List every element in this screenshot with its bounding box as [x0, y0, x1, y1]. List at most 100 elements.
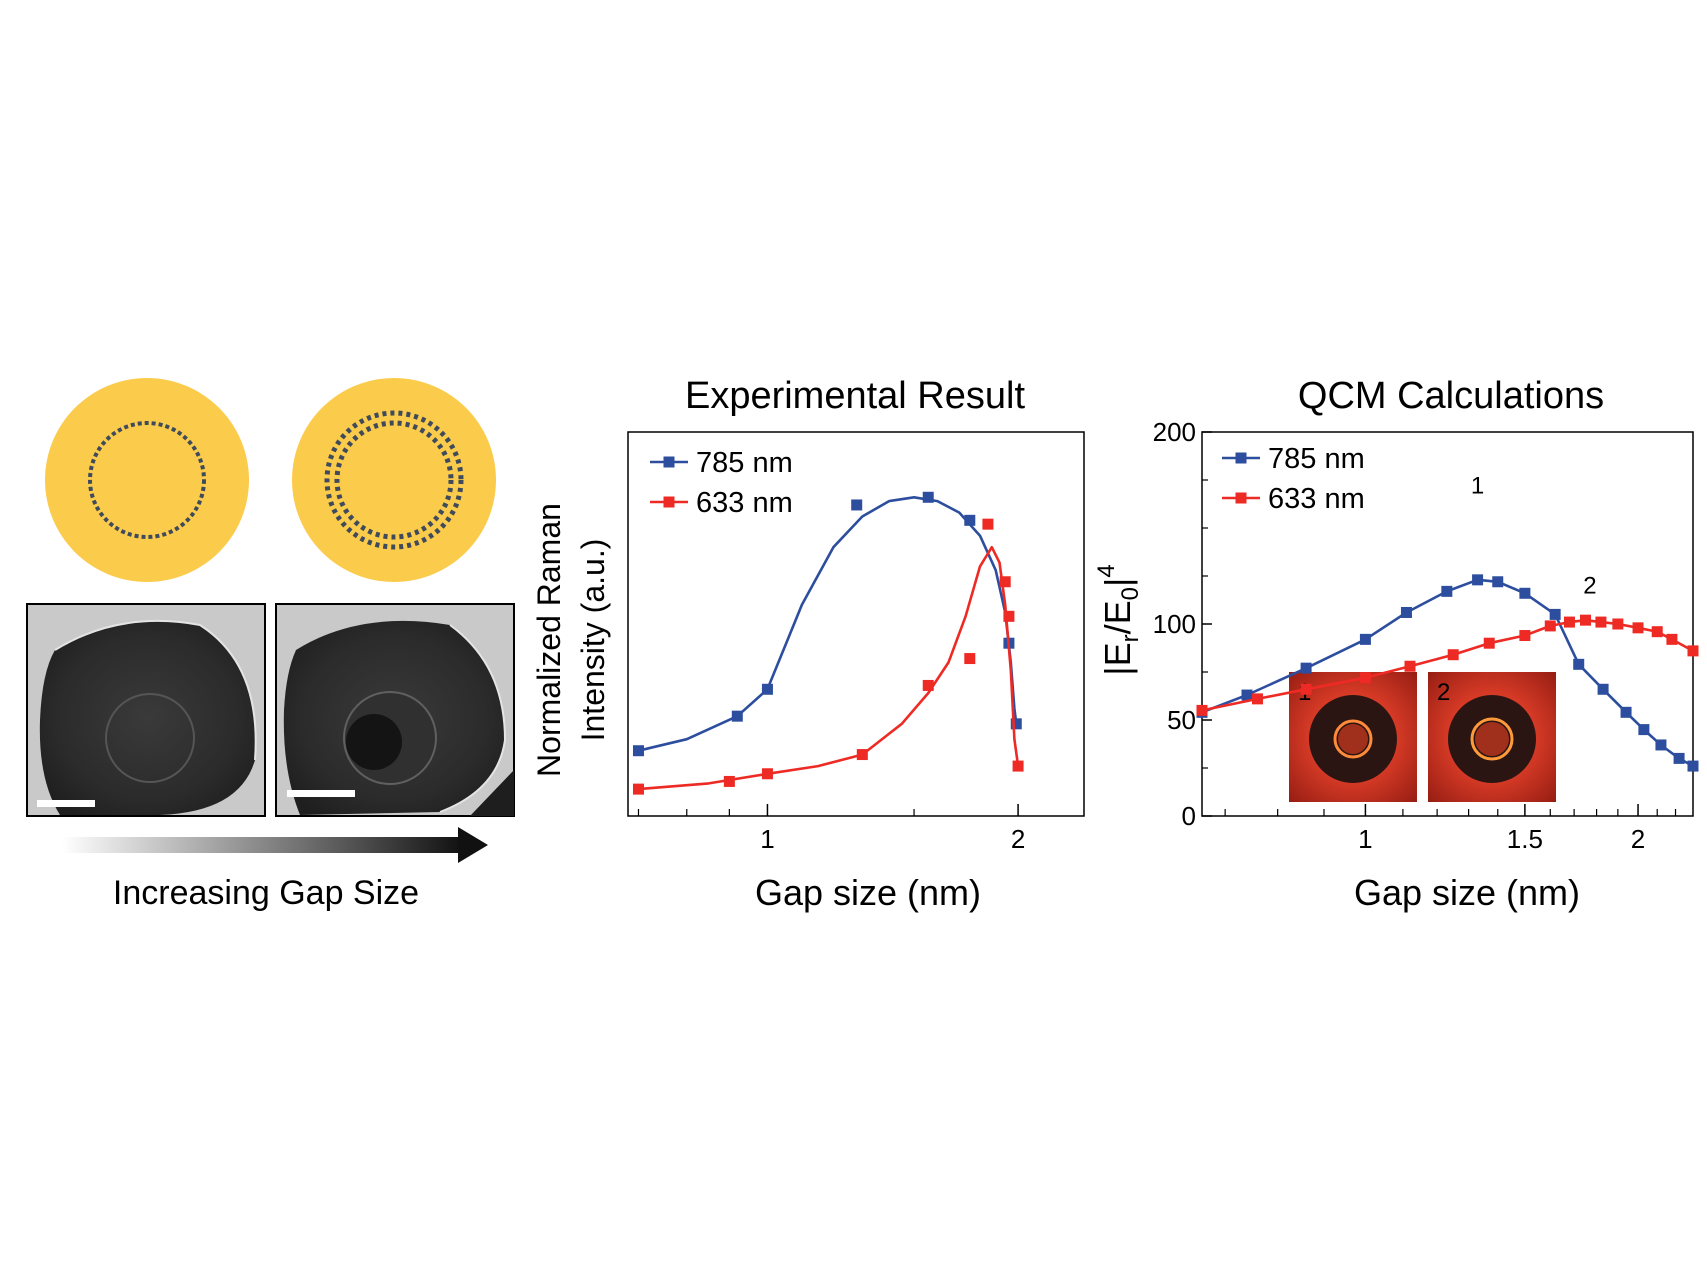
data-point [1673, 752, 1685, 764]
y-tick-label: 50 [1167, 705, 1196, 735]
data-point [1359, 633, 1371, 645]
chart-title: QCM Calculations [1298, 375, 1604, 417]
data-point [922, 491, 934, 503]
data-point [982, 518, 994, 530]
legend-marker [1235, 452, 1247, 464]
data-point [1012, 760, 1024, 772]
x-axis-label: Gap size (nm) [755, 872, 981, 913]
legend-label: 785 nm [696, 447, 793, 479]
x-axis-label: Gap size (nm) [1354, 872, 1580, 913]
x-tick-label: 1 [760, 824, 774, 854]
data-point [761, 768, 773, 780]
data-point [1300, 683, 1312, 695]
data-point [1563, 616, 1575, 628]
tem-image-2 [275, 603, 515, 817]
data-point [964, 653, 976, 665]
data-point [1472, 574, 1484, 586]
data-point [1359, 672, 1371, 684]
y-axis-label-text: |Er/E0|4 [1093, 564, 1144, 675]
data-point [1638, 724, 1650, 736]
y-axis-label-line2: Intensity (a.u.) [575, 539, 611, 742]
core-shell-schematic-small-gap [45, 378, 249, 582]
data-point [1492, 576, 1504, 588]
legend-label: 633 nm [1268, 483, 1365, 515]
legend-marker [1235, 492, 1247, 504]
chart-experimental-result: Experimental Result Normalized Raman Int… [531, 375, 1085, 913]
data-point [1483, 637, 1495, 649]
gold-core [343, 429, 445, 531]
data-point [723, 775, 735, 787]
series-line [638, 496, 1018, 752]
x-tick-label: 1.5 [1507, 824, 1543, 854]
data-point [964, 514, 976, 526]
data-point [1196, 704, 1208, 716]
x-tick-label: 1 [1358, 824, 1372, 854]
gap-dash-ring-outer [324, 410, 464, 550]
series-line [638, 545, 1020, 791]
increasing-gap-arrow [62, 827, 488, 863]
data-point [1404, 660, 1416, 672]
data-point [1666, 633, 1678, 645]
peak-annotation: 2 [1583, 572, 1596, 599]
data-point [1003, 610, 1015, 622]
data-point [1010, 718, 1022, 730]
left-panel: Increasing Gap Size [26, 378, 515, 912]
legend-label: 633 nm [696, 487, 793, 519]
data-point [1612, 618, 1624, 630]
peak-annotation: 1 [1471, 472, 1484, 499]
data-point [1519, 587, 1531, 599]
data-point [1544, 620, 1556, 632]
data-point [632, 745, 644, 757]
data-point [1620, 706, 1632, 718]
data-point [761, 683, 773, 695]
gap-dash-ring-inner [334, 420, 454, 540]
data-point [1573, 658, 1585, 670]
data-point [999, 576, 1011, 588]
data-point [1519, 630, 1531, 642]
data-point [1300, 662, 1312, 674]
data-point [1597, 683, 1609, 695]
data-point [851, 499, 863, 511]
gold-core [93, 426, 201, 534]
y-tick-label: 0 [1182, 801, 1196, 831]
data-point [1687, 645, 1699, 657]
chart-qcm-calculations: QCM Calculations |Er/E0|4 Gap size (nm) … [1093, 375, 1699, 913]
gap-dash-ring [88, 421, 206, 539]
data-point [1687, 760, 1699, 772]
data-point [1447, 649, 1459, 661]
y-tick-label: 100 [1153, 609, 1196, 639]
chart-title: Experimental Result [685, 375, 1025, 417]
data-point [632, 783, 644, 795]
data-point [1549, 608, 1561, 620]
data-point [1441, 585, 1453, 597]
data-point [731, 710, 743, 722]
data-point [1655, 739, 1667, 751]
legend: 785 nm 633 nm [1222, 443, 1365, 515]
plot-frame [627, 431, 1085, 817]
data-point [1251, 693, 1263, 705]
legend: 785 nm 633 nm [650, 447, 793, 519]
x-tick-label: 2 [1011, 824, 1025, 854]
data-point [1595, 616, 1607, 628]
data-point [1580, 614, 1592, 626]
data-point [856, 749, 868, 761]
tem-image-1 [26, 603, 266, 817]
field-map-inset-2: 2 [1428, 672, 1556, 802]
y-axis-label-line1: Normalized Raman [531, 503, 567, 777]
data-point [1241, 689, 1253, 701]
x-tick-label: 2 [1631, 824, 1645, 854]
scale-bar [37, 800, 95, 807]
inset-label: 2 [1437, 679, 1450, 706]
scale-bar [287, 790, 355, 797]
data-point [1632, 622, 1644, 634]
legend-marker [663, 496, 675, 508]
legend-marker [663, 456, 675, 468]
y-tick-label: 200 [1153, 417, 1196, 447]
data-point [922, 679, 934, 691]
arrow-caption: Increasing Gap Size [113, 874, 419, 912]
y-axis-label: Normalized Raman Intensity (a.u.) [531, 503, 611, 777]
data-point [1651, 626, 1663, 638]
legend-label: 785 nm [1268, 443, 1365, 475]
y-axis-label: |Er/E0|4 [1093, 564, 1144, 675]
